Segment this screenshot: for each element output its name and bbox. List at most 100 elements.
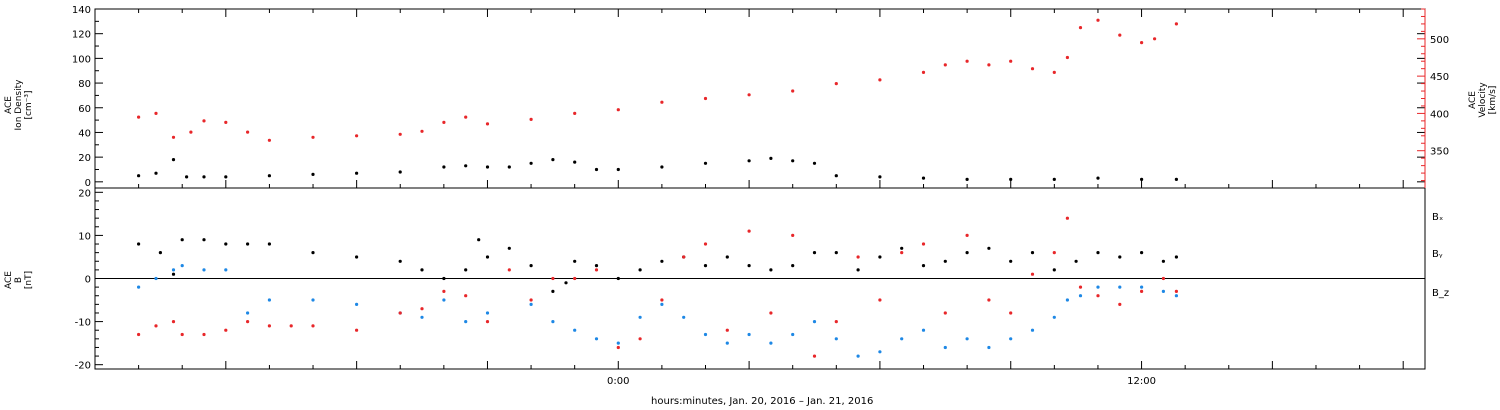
by-point <box>834 337 838 341</box>
bz-point <box>171 320 176 324</box>
bx-point <box>573 259 577 263</box>
velocity-point <box>398 132 402 136</box>
density-point <box>769 156 773 160</box>
velocity-point <box>154 111 158 115</box>
bx-point <box>616 276 620 281</box>
bx-point <box>171 272 176 276</box>
density-point <box>355 171 359 175</box>
by-point <box>660 302 664 306</box>
bz-point <box>1052 251 1056 255</box>
b-tick-label: -10 <box>75 318 91 329</box>
velocity-axis-title-line: ACE <box>1468 91 1478 109</box>
b-tick-label: 10 <box>78 231 91 242</box>
by-point <box>137 285 141 289</box>
velocity-axis-title: ACE Velocity [km/s] <box>1468 82 1498 118</box>
data-layer <box>137 18 1178 358</box>
by-point <box>355 302 359 306</box>
by-point <box>267 298 271 302</box>
velocity-point <box>442 120 446 124</box>
x-tick-label: 12:00 <box>1127 376 1156 387</box>
velocity-point <box>834 82 838 86</box>
velocity-point <box>987 63 991 67</box>
by-point <box>154 276 158 281</box>
velocity-point <box>1065 55 1069 60</box>
b-tick-label: 0 <box>85 275 91 286</box>
bx-point <box>1030 251 1035 255</box>
bz-point <box>529 298 533 302</box>
by-point <box>529 302 533 306</box>
bz-point <box>725 328 729 332</box>
density-point <box>224 175 228 179</box>
bx-point <box>246 242 250 246</box>
bx-point <box>1161 259 1165 263</box>
density-point <box>267 174 271 178</box>
bz-point <box>747 229 751 233</box>
bz-point <box>943 311 947 315</box>
density-point <box>594 167 599 172</box>
bx-point <box>420 268 424 272</box>
bz-point <box>1140 289 1144 293</box>
density-point <box>171 158 176 162</box>
by-point <box>682 315 686 319</box>
x-axis-label: hours:minutes, Jan. 20, 2016 – Jan. 21, … <box>651 396 873 407</box>
density-point <box>137 174 141 178</box>
bx-point <box>137 242 141 246</box>
velocity-point <box>202 119 206 123</box>
by-point <box>1030 328 1035 332</box>
by-point <box>1140 285 1144 289</box>
bz-point <box>202 332 206 337</box>
bz-point <box>137 332 141 337</box>
by-point <box>1052 315 1056 319</box>
velocity-point <box>660 100 664 104</box>
bx-point <box>1140 251 1144 255</box>
velocity-tick-label: 400 <box>1430 109 1449 120</box>
bx-point <box>900 246 904 250</box>
bx-point <box>507 246 511 250</box>
density-point <box>1140 177 1144 181</box>
b-axis-title: ACE B [nT] <box>4 271 34 289</box>
velocity-point <box>616 108 620 112</box>
velocity-point <box>420 129 424 133</box>
velocity-point <box>703 96 708 101</box>
bx-point <box>1074 259 1078 263</box>
density-point <box>878 175 882 179</box>
bx-point <box>943 259 947 263</box>
bz-point <box>154 324 158 328</box>
bx-point <box>812 251 817 255</box>
by-point <box>987 345 991 350</box>
by-point <box>1161 289 1165 293</box>
velocity-point <box>1096 18 1100 22</box>
velocity-point <box>1052 70 1056 74</box>
bz-point <box>1078 285 1083 289</box>
density-point <box>185 175 189 179</box>
velocity-point <box>943 63 947 67</box>
velocity-point <box>1174 22 1178 26</box>
velocity-point <box>189 130 193 134</box>
bz-point <box>1065 216 1069 220</box>
density-point <box>1174 177 1178 181</box>
density-point <box>507 165 511 169</box>
bx-point <box>834 251 838 255</box>
bx-point <box>1096 251 1100 255</box>
density-point <box>834 174 838 178</box>
density-tick-label: 60 <box>78 104 91 115</box>
b-axis-title-line: B <box>14 277 24 283</box>
bx-point <box>311 251 315 255</box>
velocity-point <box>246 130 250 134</box>
legend-entry: Bᵧ <box>1432 249 1443 260</box>
bx-point <box>1118 255 1122 259</box>
bz-point <box>246 320 250 324</box>
bz-point <box>355 328 359 332</box>
by-point <box>1078 294 1083 298</box>
bz-point <box>485 320 490 324</box>
density-tick-label: 120 <box>72 30 91 41</box>
density-tick-label: 40 <box>78 128 91 139</box>
velocity-point <box>965 59 969 63</box>
by-point <box>1118 285 1122 289</box>
by-point <box>769 341 773 345</box>
by-point <box>246 311 250 315</box>
by-point <box>791 332 795 337</box>
velocity-point <box>1009 59 1013 63</box>
bx-point <box>398 259 402 263</box>
by-point <box>464 320 468 324</box>
